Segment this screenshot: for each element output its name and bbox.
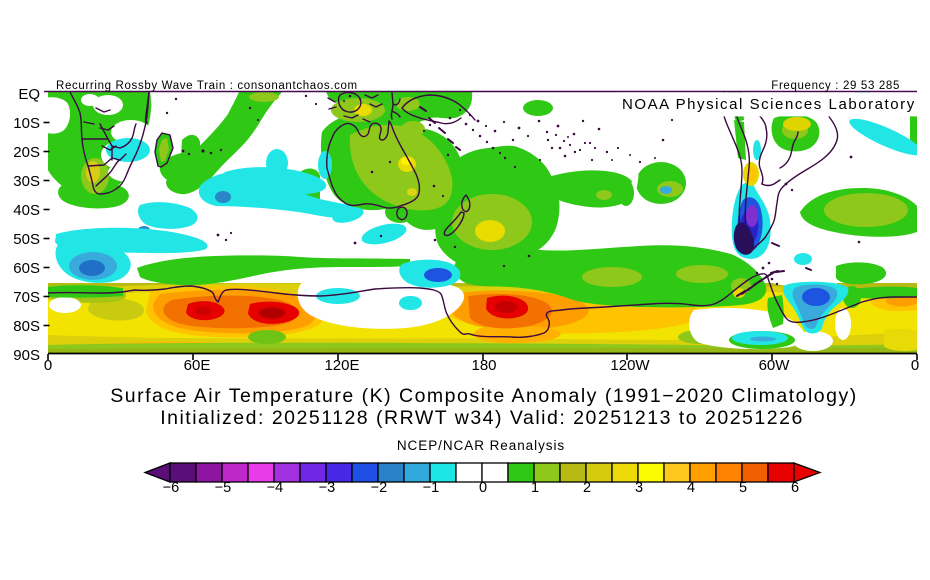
svg-text:60S: 60S bbox=[13, 260, 40, 277]
svg-text:−6: −6 bbox=[163, 480, 180, 496]
svg-text:180: 180 bbox=[471, 357, 496, 374]
svg-text:120E: 120E bbox=[324, 357, 359, 374]
svg-text:20S: 20S bbox=[13, 144, 40, 161]
svg-text:70S: 70S bbox=[13, 289, 40, 306]
svg-text:−1: −1 bbox=[423, 480, 440, 496]
svg-text:3: 3 bbox=[635, 480, 643, 496]
svg-text:0: 0 bbox=[911, 357, 919, 374]
svg-text:2: 2 bbox=[583, 480, 591, 496]
svg-text:Surface Air Temperature (K) Co: Surface Air Temperature (K) Composite An… bbox=[110, 385, 858, 407]
svg-text:−2: −2 bbox=[371, 480, 388, 496]
svg-text:Initialized: 20251128 (RRWT w3: Initialized: 20251128 (RRWT w34) Valid: … bbox=[160, 407, 804, 429]
svg-text:6: 6 bbox=[791, 480, 799, 496]
svg-text:120W: 120W bbox=[610, 357, 650, 374]
svg-text:10S: 10S bbox=[13, 115, 40, 132]
svg-text:1: 1 bbox=[531, 480, 539, 496]
svg-text:5: 5 bbox=[739, 480, 747, 496]
svg-text:80S: 80S bbox=[13, 318, 40, 335]
svg-text:Frequency : 29 53 285: Frequency : 29 53 285 bbox=[771, 80, 900, 92]
svg-text:60E: 60E bbox=[184, 357, 211, 374]
svg-text:60W: 60W bbox=[759, 357, 791, 374]
svg-text:NOAA Physical Sciences Laborat: NOAA Physical Sciences Laboratory bbox=[622, 96, 916, 113]
svg-text:−4: −4 bbox=[267, 480, 284, 496]
svg-text:50S: 50S bbox=[13, 231, 40, 248]
svg-text:30S: 30S bbox=[13, 173, 40, 190]
svg-text:−5: −5 bbox=[215, 480, 232, 496]
svg-text:0: 0 bbox=[479, 480, 487, 496]
svg-text:Recurring Rossby Wave Train :: Recurring Rossby Wave Train : consonantc… bbox=[56, 80, 358, 92]
svg-text:0: 0 bbox=[44, 357, 52, 374]
svg-text:−3: −3 bbox=[319, 480, 336, 496]
svg-text:90S: 90S bbox=[13, 347, 40, 364]
svg-text:EQ: EQ bbox=[18, 86, 40, 103]
svg-text:4: 4 bbox=[687, 480, 695, 496]
svg-text:NCEP/NCAR Reanalysis: NCEP/NCAR Reanalysis bbox=[397, 438, 565, 453]
svg-text:40S: 40S bbox=[13, 202, 40, 219]
